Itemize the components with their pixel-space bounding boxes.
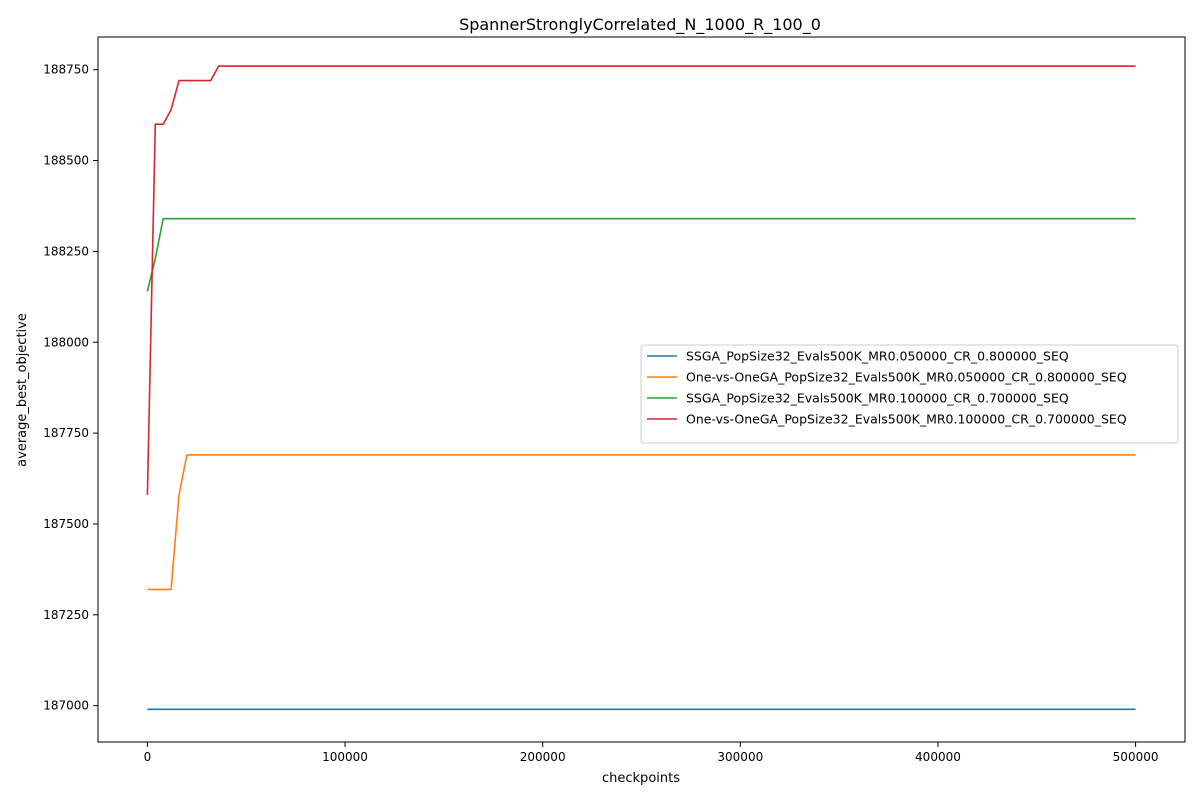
legend-box [640, 344, 1179, 444]
plot-frame [97, 36, 1186, 743]
legend: SSGA_PopSize32_Evals500K_MR0.050000_CR_0… [640, 344, 1179, 444]
y-tick-label: 188250 [43, 244, 89, 258]
y-axis: 187000 187250 187500 187750 188000 188250 1885… [43, 63, 98, 713]
series-line-4 [146, 65, 1136, 495]
series-layer [146, 65, 1136, 711]
x-tick-label: 300000 [717, 750, 763, 764]
x-tick-label: 200000 [520, 750, 566, 764]
legend-label: SSGA_PopSize32_Evals500K_MR0.050000_CR_0… [686, 349, 1069, 364]
y-tick-label: 188750 [43, 63, 89, 77]
x-tick-label: 100000 [322, 750, 368, 764]
y-tick-label: 187750 [43, 426, 89, 440]
legend-label: SSGA_PopSize32_Evals500K_MR0.100000_CR_0… [686, 391, 1069, 406]
x-tick-label: 500000 [1113, 750, 1159, 764]
y-tick-label: 187500 [43, 517, 89, 531]
y-tick-label: 187000 [43, 699, 89, 713]
chart-title: SpannerStronglyCorrelated_N_1000_R_100_0 [459, 15, 821, 35]
x-axis: 0 100000 200000 300000 400000 500000 [144, 742, 1159, 764]
legend-label: One-vs-OneGA_PopSize32_Evals500K_MR0.050… [686, 370, 1127, 385]
x-axis-label: checkpoints [602, 771, 680, 786]
plot-area [97, 36, 1186, 743]
legend-label: One-vs-OneGA_PopSize32_Evals500K_MR0.100… [686, 412, 1127, 427]
y-tick-label: 188000 [43, 335, 89, 349]
y-tick-label: 188500 [43, 154, 89, 168]
y-tick-label: 187250 [43, 608, 89, 622]
x-tick-label: 400000 [915, 750, 961, 764]
series-line-2 [147, 454, 1136, 591]
x-tick-label: 0 [144, 750, 152, 764]
y-axis-label: average_best_objective [15, 313, 30, 467]
